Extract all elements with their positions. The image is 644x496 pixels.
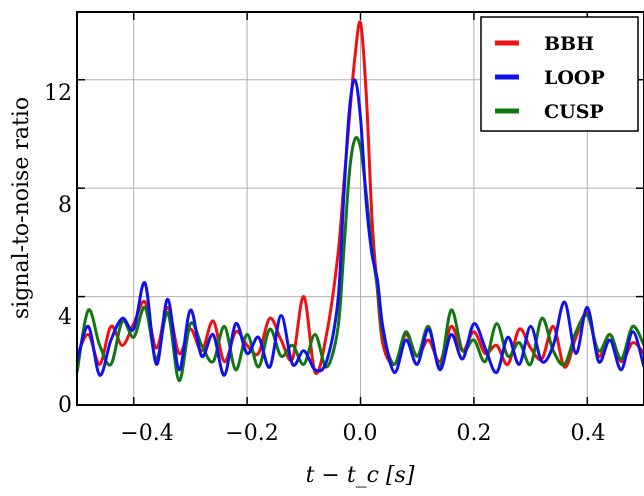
legend-label-cusp: CUSP bbox=[544, 101, 604, 123]
series-line-loop bbox=[75, 78, 644, 377]
y-tick-label: 8 bbox=[58, 193, 72, 218]
plot-lines bbox=[75, 20, 644, 383]
y-tick-label: 4 bbox=[58, 305, 72, 330]
y-axis-title: signal-to-noise ratio bbox=[9, 97, 34, 319]
y-tick-label: 0 bbox=[58, 393, 72, 418]
x-tick-label: 0.4 bbox=[571, 421, 606, 446]
legend-label-loop: LOOP bbox=[544, 67, 605, 89]
legend-label-bbh: BBH bbox=[544, 33, 594, 55]
series-line-cusp bbox=[75, 136, 644, 383]
legend: BBH LOOP CUSP bbox=[480, 16, 639, 132]
y-tick-label: 12 bbox=[44, 81, 72, 106]
x-tick-label: 0.2 bbox=[457, 421, 492, 446]
x-tick-label: −0.2 bbox=[225, 421, 278, 446]
x-tick-label: 0.0 bbox=[343, 421, 378, 446]
x-tick-label: −0.4 bbox=[120, 421, 173, 446]
x-axis-title: t − t_c [s] bbox=[306, 463, 415, 488]
